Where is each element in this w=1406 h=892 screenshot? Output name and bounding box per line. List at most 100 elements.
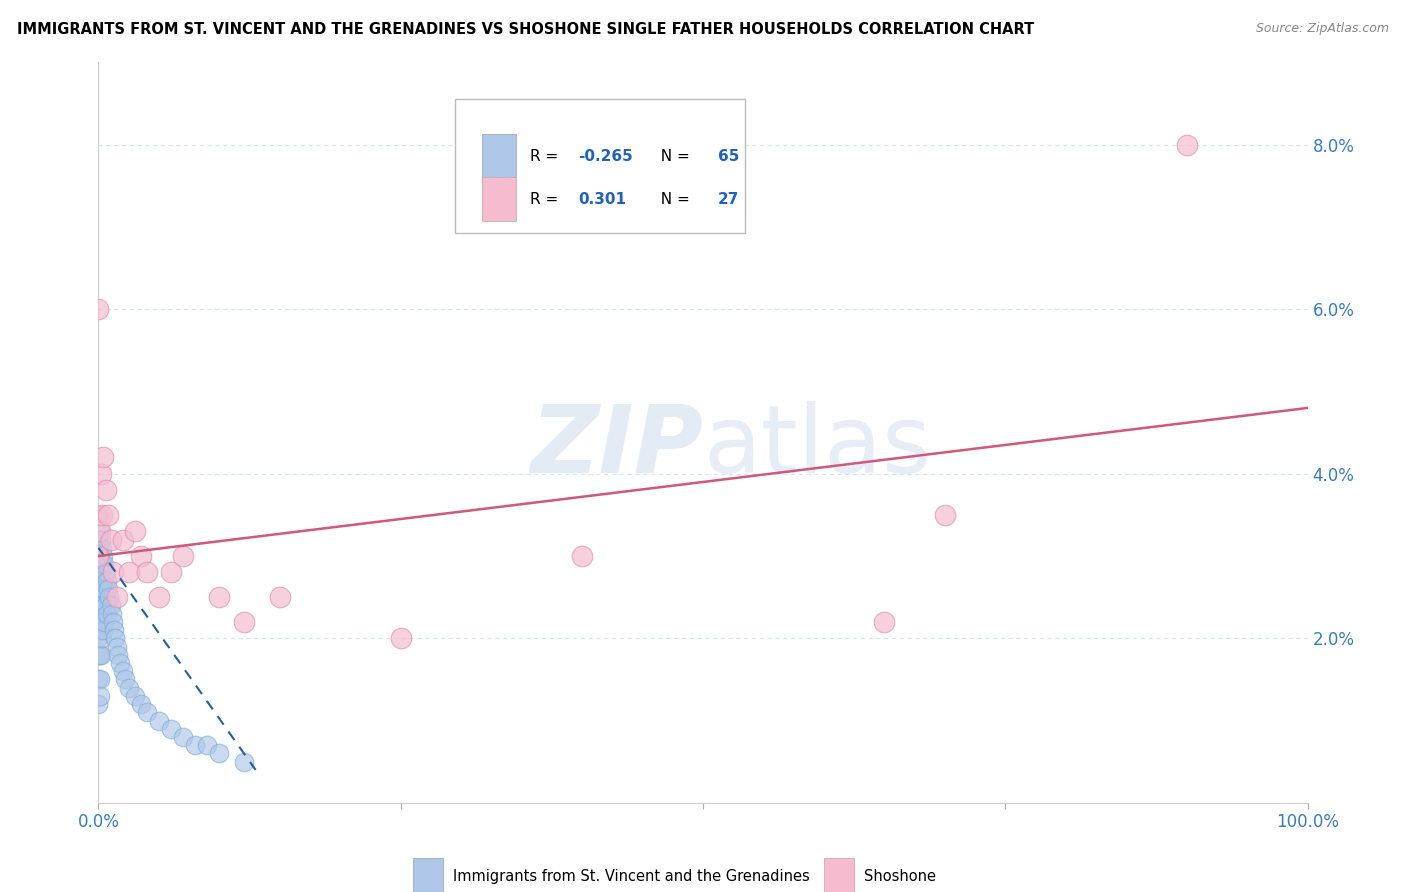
Point <box>91 623 114 637</box>
Point <box>111 533 134 547</box>
Point <box>90 574 112 588</box>
Point <box>105 590 128 604</box>
FancyBboxPatch shape <box>413 858 443 892</box>
Point <box>89 689 111 703</box>
Point <box>97 582 120 596</box>
Point <box>94 599 117 613</box>
Point <box>89 549 111 563</box>
FancyBboxPatch shape <box>824 858 855 892</box>
Point <box>87 697 110 711</box>
Point <box>87 632 110 646</box>
Point <box>90 648 112 662</box>
Point <box>101 615 124 629</box>
Point <box>91 549 114 563</box>
Point <box>108 656 131 670</box>
Point <box>91 558 114 572</box>
Point <box>91 541 114 555</box>
Point <box>90 533 112 547</box>
Point <box>100 607 122 621</box>
Point <box>104 632 127 646</box>
Point <box>89 582 111 596</box>
Point <box>107 648 129 662</box>
Point <box>148 714 170 728</box>
Point <box>87 302 110 317</box>
Point <box>934 508 956 522</box>
Point <box>93 558 115 572</box>
Point <box>91 607 114 621</box>
Point <box>91 574 114 588</box>
Point <box>91 599 114 613</box>
Point <box>91 582 114 596</box>
Point <box>93 615 115 629</box>
Point <box>208 747 231 761</box>
Point <box>873 615 896 629</box>
Point <box>89 566 111 580</box>
Point <box>89 599 111 613</box>
Point <box>129 697 152 711</box>
Text: N =: N = <box>651 149 695 164</box>
FancyBboxPatch shape <box>482 177 516 221</box>
Point <box>87 533 110 547</box>
Point <box>98 590 121 604</box>
Point <box>160 722 183 736</box>
Point <box>96 574 118 588</box>
Point <box>100 599 122 613</box>
Point <box>124 524 146 539</box>
Text: atlas: atlas <box>703 401 931 493</box>
Point <box>135 566 157 580</box>
Text: R =: R = <box>530 192 568 207</box>
Point <box>124 689 146 703</box>
Point <box>101 566 124 580</box>
Point <box>90 467 112 481</box>
Text: 0.301: 0.301 <box>578 192 627 207</box>
Point <box>148 590 170 604</box>
Point <box>195 738 218 752</box>
Point <box>172 730 194 744</box>
Point <box>184 738 207 752</box>
Text: Immigrants from St. Vincent and the Grenadines: Immigrants from St. Vincent and the Gren… <box>453 870 810 884</box>
Point <box>100 533 122 547</box>
Point <box>94 483 117 498</box>
Point <box>89 524 111 539</box>
Point <box>172 549 194 563</box>
Point <box>89 648 111 662</box>
Point <box>571 549 593 563</box>
Point <box>232 615 254 629</box>
Point <box>114 673 136 687</box>
Point <box>87 615 110 629</box>
Point <box>87 508 110 522</box>
Point <box>87 549 110 563</box>
Point <box>160 566 183 580</box>
Point <box>269 590 291 604</box>
Point <box>118 681 141 695</box>
Point <box>389 632 412 646</box>
Point <box>90 623 112 637</box>
Point <box>97 508 120 522</box>
Point <box>90 599 112 613</box>
FancyBboxPatch shape <box>482 135 516 178</box>
Point <box>103 623 125 637</box>
Point <box>87 648 110 662</box>
Point <box>208 590 231 604</box>
Point <box>89 615 111 629</box>
Point <box>87 566 110 580</box>
Point <box>94 566 117 580</box>
Point <box>87 549 110 563</box>
Point <box>90 558 112 572</box>
Point <box>91 632 114 646</box>
Point <box>135 706 157 720</box>
Point <box>1175 137 1198 152</box>
Text: Source: ZipAtlas.com: Source: ZipAtlas.com <box>1256 22 1389 36</box>
Text: -0.265: -0.265 <box>578 149 633 164</box>
Text: N =: N = <box>651 192 695 207</box>
Point <box>105 640 128 654</box>
Point <box>111 664 134 678</box>
Point <box>91 508 114 522</box>
FancyBboxPatch shape <box>456 99 745 233</box>
Point <box>87 590 110 604</box>
Text: R =: R = <box>530 149 564 164</box>
Point <box>93 582 115 596</box>
Point <box>87 673 110 687</box>
Point <box>91 450 114 465</box>
Point <box>232 755 254 769</box>
